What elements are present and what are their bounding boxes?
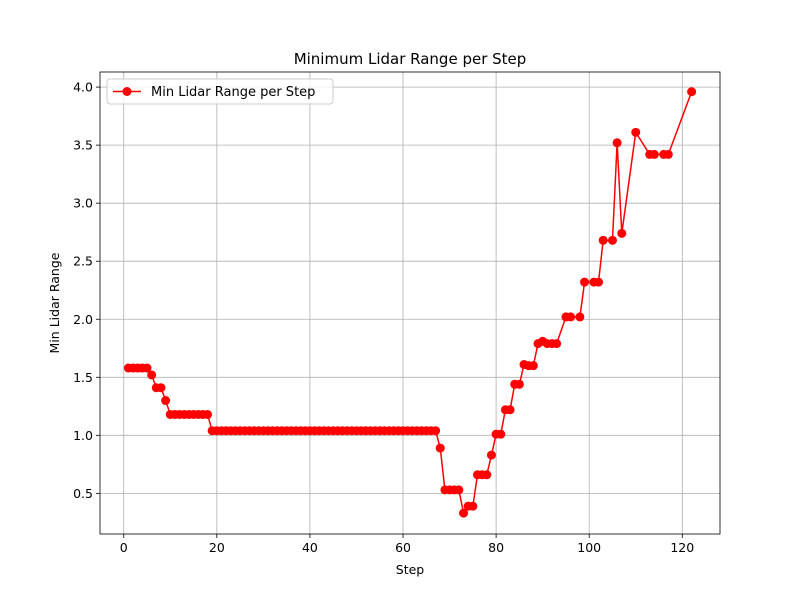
data-point [594, 277, 604, 287]
x-tick-label: 0 [120, 540, 128, 555]
data-point [459, 508, 469, 518]
x-tick-label: 40 [302, 540, 318, 555]
y-tick-label: 1.5 [73, 370, 93, 385]
data-point [496, 429, 506, 439]
data-point [142, 363, 152, 373]
x-tick-label: 120 [670, 540, 694, 555]
data-point [598, 235, 608, 245]
y-tick-label: 4.0 [73, 80, 93, 95]
series-min-lidar-range [123, 87, 697, 518]
y-tick-label: 0.5 [73, 486, 93, 501]
y-tick-label: 2.0 [73, 312, 93, 327]
series-line [128, 91, 693, 514]
data-point [156, 383, 166, 393]
data-point [505, 405, 515, 415]
data-point [203, 409, 213, 419]
data-point [528, 361, 538, 371]
data-point [482, 470, 492, 480]
data-point [161, 396, 171, 406]
data-point [649, 149, 659, 159]
grid [100, 72, 720, 534]
x-axis-label: Step [396, 562, 425, 577]
data-point [468, 501, 478, 511]
y-axis-label: Min Lidar Range [47, 252, 62, 353]
legend-box [106, 78, 334, 105]
chart-title: Minimum Lidar Range per Step [294, 50, 527, 68]
data-point [687, 87, 697, 97]
y-tick-label: 3.0 [73, 196, 93, 211]
data-point [575, 312, 585, 322]
y-tick-label: 3.5 [73, 138, 93, 153]
data-point [486, 450, 496, 460]
y-axis: 0.5 1.0 1.5 2.0 2.5 3.0 3.5 4.0 [73, 80, 100, 501]
data-point [663, 149, 673, 159]
data-point [566, 312, 576, 322]
data-point [431, 426, 441, 436]
plot-area [99, 71, 721, 535]
data-point [514, 379, 524, 389]
x-tick-label: 80 [488, 540, 504, 555]
y-tick-label: 1.0 [73, 428, 93, 443]
x-tick-label: 100 [577, 540, 601, 555]
x-tick-label: 20 [209, 540, 225, 555]
data-point [580, 277, 590, 287]
x-tick-label: 60 [395, 540, 411, 555]
y-tick-label: 2.5 [73, 254, 93, 269]
data-point [147, 370, 157, 380]
data-point [631, 127, 641, 137]
legend-marker-swatch [122, 87, 132, 96]
data-point [435, 443, 445, 453]
x-axis: 0 20 40 60 80 100 120 [120, 534, 694, 555]
data-point [454, 485, 464, 495]
data-point [612, 138, 622, 148]
data-point [607, 235, 617, 245]
data-point [552, 339, 562, 349]
legend: Min Lidar Range per Step [106, 78, 334, 105]
data-point [617, 228, 627, 238]
legend-label: Min Lidar Range per Step [151, 85, 315, 100]
